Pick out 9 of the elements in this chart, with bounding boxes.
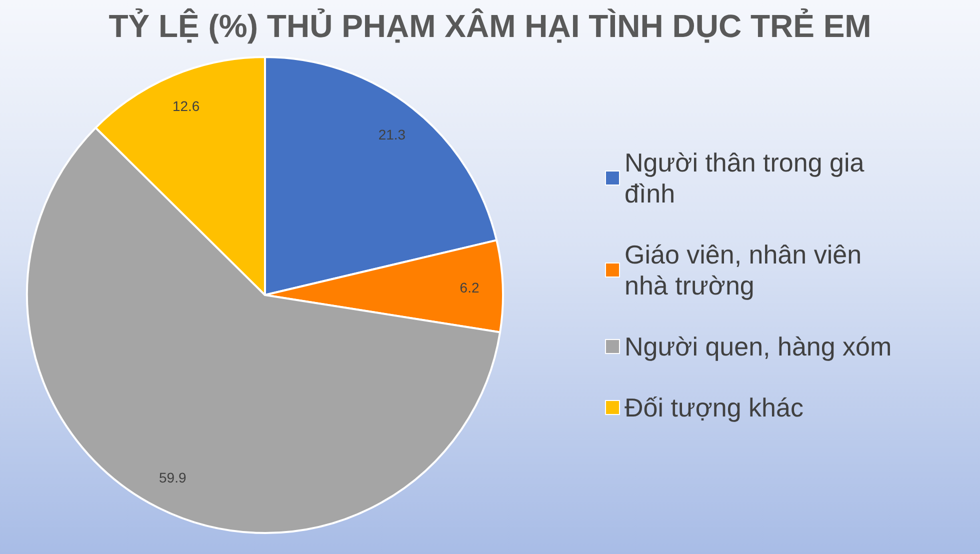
chart-title: TỶ LỆ (%) THỦ PHẠM XÂM HẠI TÌNH DỤC TRẺ EM [108,8,872,44]
legend-label: Giáo viên, nhân viên nhà trường [624,240,862,300]
data-label: 59.9 [159,470,186,486]
legend-label: Đối tượng khác [624,392,804,422]
legend-label: Người thân trong gia đình [624,148,865,208]
data-label: 21.3 [378,126,406,142]
data-label: 6.2 [460,279,480,296]
legend-label: Người quen, hàng xóm [624,332,892,362]
data-label: 12.6 [172,98,200,114]
